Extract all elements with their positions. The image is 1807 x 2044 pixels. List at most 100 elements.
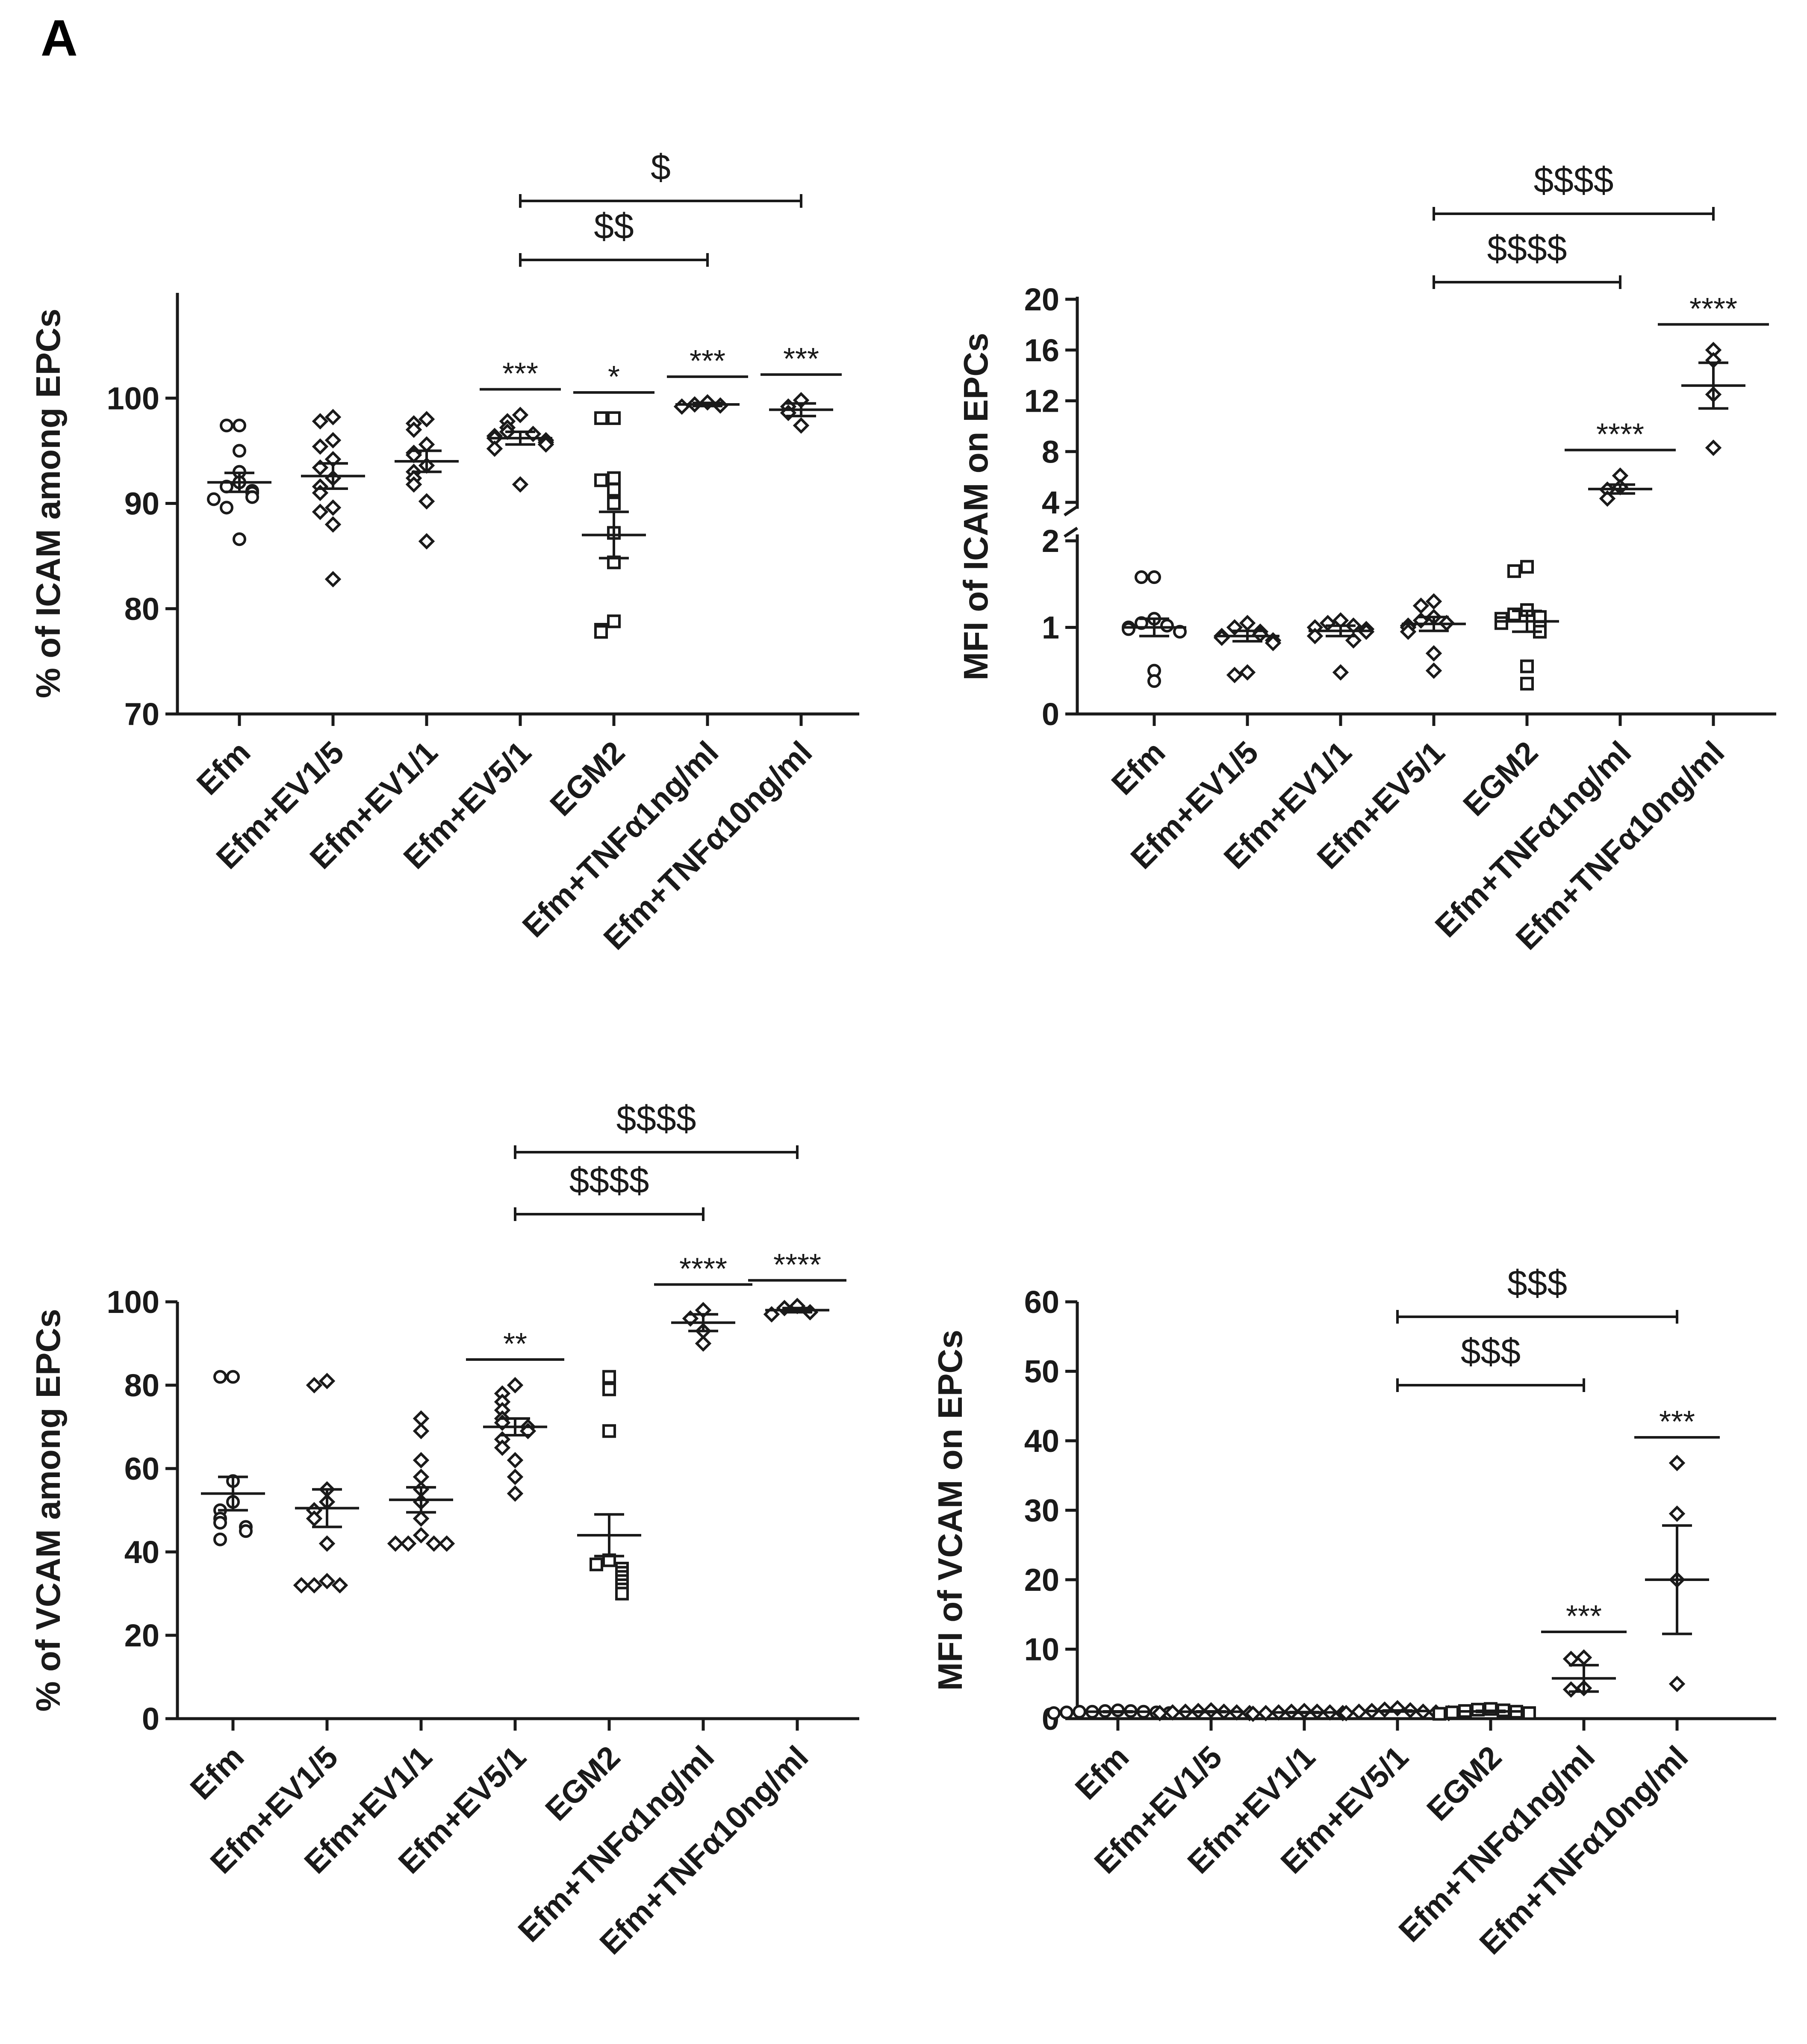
data-point: [507, 1377, 524, 1394]
comparison-label: $$$: [1461, 1331, 1521, 1372]
data-point: [1319, 615, 1336, 631]
data-point: [1507, 564, 1521, 578]
panel-letter: A: [41, 9, 78, 67]
data-point: [405, 421, 422, 438]
y-tick-label: 10: [1024, 1632, 1059, 1667]
y-tick-label: 4: [1042, 485, 1059, 520]
data-point: [1147, 570, 1161, 584]
y-tick-label: 80: [124, 591, 159, 627]
data-point: [306, 1577, 323, 1594]
x-tick-label: EGM2: [538, 1739, 627, 1828]
data-point: [312, 503, 329, 520]
data-point: [1668, 1505, 1686, 1522]
data-point: [233, 444, 246, 458]
data-point: [405, 476, 422, 493]
data-point: [607, 411, 621, 425]
significance-label: ***: [690, 344, 725, 378]
data-point: [607, 471, 621, 485]
data-point: [1425, 662, 1442, 679]
x-tick-label: Efm: [190, 734, 257, 802]
data-point: [1265, 634, 1282, 652]
data-point: [306, 1377, 323, 1394]
data-point: [318, 1573, 336, 1590]
comparison-label: $$$$: [616, 1098, 696, 1139]
data-point: [324, 409, 342, 425]
data-point: [590, 1557, 603, 1572]
data-point: [1047, 1706, 1061, 1720]
data-point: [1520, 659, 1534, 673]
data-point: [512, 407, 529, 423]
data-point: [602, 1424, 616, 1438]
data-point: [1338, 1705, 1355, 1722]
data-point: [1520, 677, 1534, 691]
data-point: [387, 1535, 404, 1552]
data-point: [1332, 664, 1349, 681]
significance-label: ****: [679, 1252, 727, 1286]
data-point: [213, 1516, 227, 1530]
data-point: [438, 1535, 455, 1552]
significance-label: ***: [783, 342, 819, 376]
data-point: [1350, 1703, 1368, 1720]
data-point: [602, 1370, 616, 1384]
data-point: [413, 1510, 430, 1527]
y-tick-label: 50: [1024, 1354, 1059, 1389]
y-tick-label: 30: [1024, 1493, 1059, 1528]
y-axis-label: MFI of ICAM on EPCs: [957, 333, 995, 680]
data-point: [1562, 1681, 1580, 1698]
comparison-label: $: [651, 147, 671, 187]
data-point: [1575, 1649, 1592, 1666]
data-point: [1400, 623, 1417, 640]
y-axis-label: % of ICAM among EPCs: [29, 309, 67, 698]
y-tick-label: 0: [142, 1701, 159, 1737]
data-point: [1412, 597, 1430, 614]
axes: 0102030405060: [1024, 1284, 1776, 1737]
data-point: [239, 1524, 253, 1538]
significance-label: ****: [1596, 418, 1644, 452]
data-point: [1257, 1705, 1274, 1722]
data-point: [324, 571, 342, 588]
data-point: [1668, 1454, 1686, 1472]
data-point: [602, 1382, 616, 1396]
significance-label: **: [503, 1327, 527, 1361]
significance-label: ***: [1566, 1599, 1602, 1634]
data-point: [507, 1452, 524, 1469]
data-point: [1239, 664, 1256, 681]
data-point: [1445, 1705, 1459, 1720]
data-point: [507, 1469, 524, 1485]
data-point: [673, 398, 690, 415]
significance-label: ****: [1689, 292, 1737, 326]
y-tick-label: 80: [124, 1368, 159, 1403]
data-point: [413, 1527, 430, 1544]
y-tick-label: 100: [107, 1284, 159, 1320]
data-point: [1135, 570, 1148, 584]
significance-label: *: [608, 360, 620, 394]
data-point: [1668, 1675, 1686, 1692]
y-tick-label: 0: [1042, 696, 1059, 732]
data-point: [293, 1577, 310, 1594]
y-tick-label: 20: [1024, 1562, 1059, 1598]
data-point: [413, 1452, 430, 1469]
data-point: [1495, 616, 1508, 630]
data-point: [1599, 490, 1616, 507]
data-point: [1239, 615, 1256, 631]
significance-label: ****: [773, 1248, 821, 1282]
data-point: [793, 417, 810, 434]
data-point: [213, 1532, 227, 1546]
data-point: [324, 499, 342, 516]
significance-label: ***: [502, 357, 538, 391]
data-point: [1425, 593, 1442, 610]
data-point: [418, 436, 435, 453]
data-point: [220, 501, 233, 515]
y-tick-label: 90: [124, 486, 159, 522]
data-point: [1705, 439, 1722, 456]
y-tick-label: 2: [1042, 523, 1059, 559]
data-point: [418, 533, 435, 550]
data-point: [233, 532, 246, 546]
comparison-label: $$$: [1507, 1263, 1567, 1303]
data-point: [425, 1535, 442, 1552]
axis-break-mark: [1064, 505, 1078, 516]
data-point: [418, 493, 435, 510]
